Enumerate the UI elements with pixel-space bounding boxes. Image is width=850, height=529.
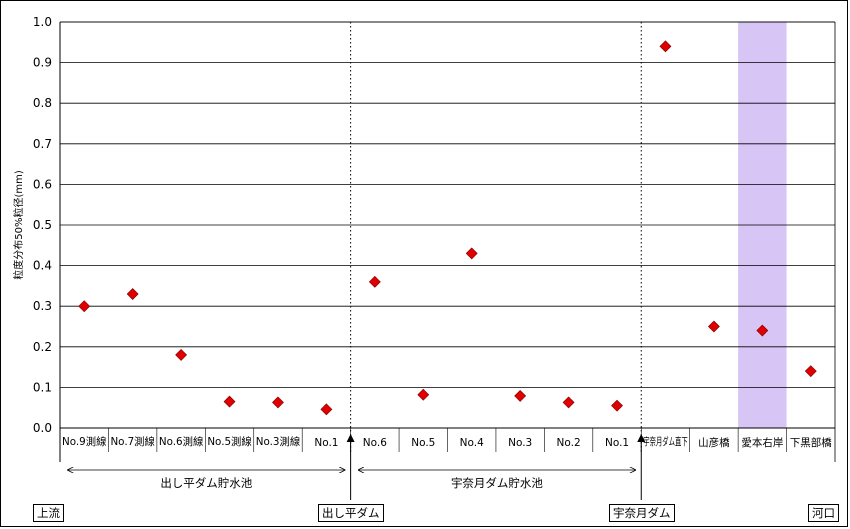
data-point	[707, 320, 720, 333]
data-point	[659, 40, 672, 53]
y-tick-label: 0.9	[33, 56, 52, 70]
reservoir-label: 出し平ダム貯水池	[160, 476, 252, 490]
x-tick-label: No.7測線	[110, 435, 155, 448]
reservoir-label: 宇奈月ダム貯水池	[451, 476, 543, 490]
data-point	[320, 403, 333, 416]
x-tick-label: 宇奈月ダム直下	[643, 435, 687, 448]
x-tick-label: No.1	[314, 437, 338, 449]
y-tick-label: 0.0	[33, 421, 52, 435]
unazuki-dam-label: 宇奈月ダム	[609, 504, 675, 522]
x-tick-label: No.2	[557, 437, 581, 449]
data-point	[272, 396, 284, 409]
x-tick-label: No.6	[363, 437, 387, 449]
x-tick-label: No.6測線	[159, 435, 204, 448]
x-tick-label: No.5測線	[207, 435, 252, 448]
data-point	[562, 396, 575, 409]
y-tick-label: 0.2	[33, 340, 52, 354]
y-tick-label: 0.6	[33, 177, 52, 191]
data-point	[126, 288, 139, 300]
x-tick-label: No.3測線	[256, 435, 301, 448]
x-tick-label: No.9測線	[62, 435, 107, 448]
y-tick-label: 0.7	[33, 137, 52, 151]
data-point	[223, 395, 236, 408]
upstream-label: 上流	[33, 504, 64, 522]
data-point	[756, 324, 769, 337]
x-tick-label: 山彦橋	[698, 436, 730, 449]
y-tick-label: 0.5	[33, 218, 52, 232]
y-axis-label: 粒度分布50%粒径(mm)	[12, 170, 25, 280]
dashidaira-dam-label: 出し平ダム	[318, 504, 384, 522]
data-point	[175, 348, 188, 361]
x-tick-label: No.5	[411, 437, 435, 449]
y-tick-label: 0.8	[33, 96, 52, 110]
data-point	[611, 399, 623, 412]
data-point	[78, 300, 91, 313]
x-tick-label: No.4	[460, 437, 484, 449]
y-tick-label: 1.0	[33, 15, 52, 29]
river-mouth-label: 河口	[808, 504, 839, 522]
data-point	[368, 275, 381, 288]
y-tick-label: 0.1	[33, 380, 52, 394]
x-tick-label: 下黒部橋	[790, 436, 832, 449]
x-tick-label: No.3	[508, 437, 532, 449]
data-point	[417, 388, 430, 401]
x-tick-label: No.1	[605, 437, 629, 449]
data-point	[514, 390, 527, 402]
data-point	[465, 247, 478, 260]
y-tick-label: 0.3	[33, 299, 52, 313]
x-tick-label: 愛本右岸	[741, 436, 783, 449]
data-point	[804, 365, 817, 378]
y-tick-label: 0.4	[33, 259, 52, 273]
